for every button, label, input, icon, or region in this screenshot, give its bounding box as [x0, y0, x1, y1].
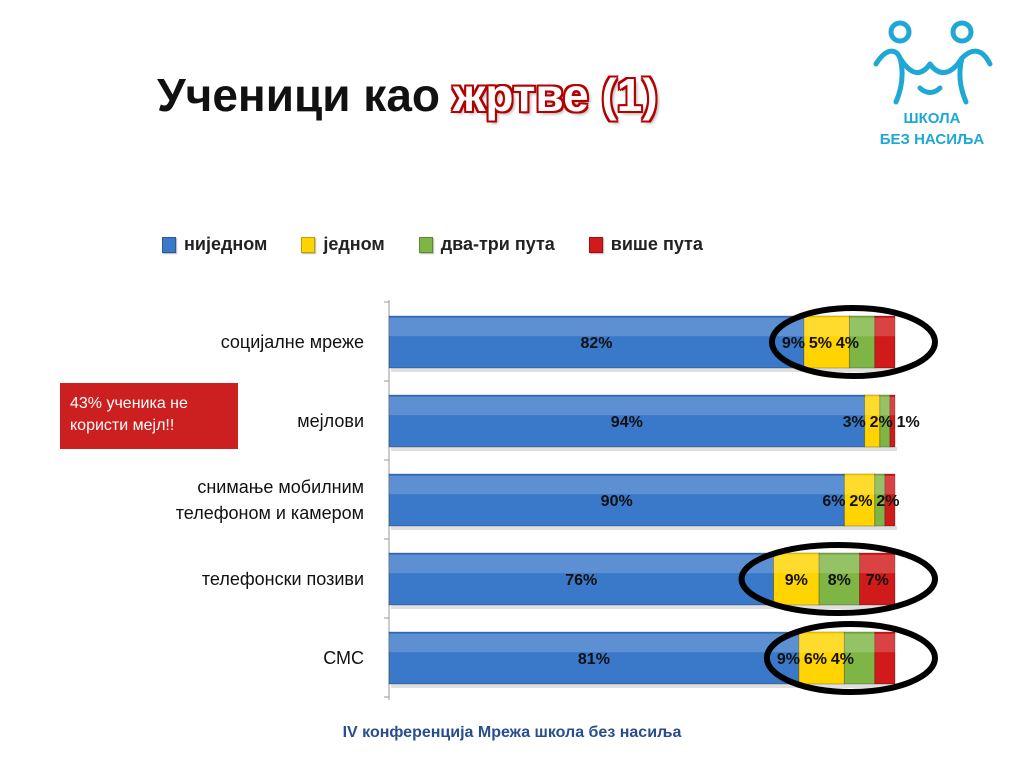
bar-segment — [818, 552, 861, 606]
data-label: 82% — [580, 335, 612, 352]
data-label: 81% — [578, 651, 610, 668]
data-label: 7% — [866, 572, 889, 589]
bar-shadow — [391, 368, 897, 372]
bar-segment — [874, 631, 896, 685]
data-label: 9% — [782, 335, 805, 352]
data-label: 9% — [785, 572, 808, 589]
bar-segment — [884, 473, 896, 527]
bar-shadow — [391, 684, 897, 688]
bar-gloss — [389, 476, 895, 495]
data-label: 4% — [831, 651, 854, 668]
legend-item: два-три пута — [418, 234, 555, 255]
data-label: 3% — [843, 414, 866, 431]
data-label: 9% — [777, 651, 800, 668]
data-label: 1% — [897, 414, 920, 431]
bar-gloss — [389, 555, 895, 574]
bar-segment — [874, 315, 896, 369]
category-label: социјалне мреже — [221, 329, 364, 355]
children-figures-icon — [873, 20, 993, 105]
logo-text-line1: ШКОЛА — [903, 110, 961, 127]
bar-shadow — [391, 605, 897, 609]
bar-segment — [803, 315, 850, 369]
bar-segment — [848, 315, 876, 369]
category-label: СМС — [323, 645, 364, 671]
footer-text: IV конференција Мрежа школа без насиља — [342, 724, 682, 741]
title-prefix: Ученици као — [157, 69, 453, 121]
chart-legend: ниједном једном два-три пута више пута — [162, 234, 737, 255]
legend-swatch — [418, 236, 433, 253]
legend-label: више пута — [610, 234, 703, 254]
data-label: 90% — [601, 493, 633, 510]
category-label-line: мејлови — [297, 411, 364, 431]
data-label: 2% — [870, 414, 893, 431]
bar-shadow — [391, 526, 897, 530]
bar-segment — [388, 315, 805, 369]
category-label: телефонски позиви — [202, 566, 364, 592]
data-label: 6% — [822, 493, 845, 510]
school-logo: ШКОЛА БЕЗ НАСИЉА — [862, 18, 1002, 158]
highlight-ellipse — [763, 621, 938, 695]
legend-item: једном — [301, 234, 385, 255]
title-accent: жртве (1) — [452, 69, 658, 121]
highlight-ellipse — [738, 542, 939, 616]
category-label-line: снимање мобилним — [197, 477, 364, 497]
legend-swatch — [301, 236, 316, 253]
bar-segment — [843, 631, 876, 685]
bar-shadow — [391, 447, 897, 451]
category-label-line: телефонски позиви — [201, 569, 364, 589]
bar-segment — [773, 552, 820, 606]
bar-segment — [388, 552, 775, 606]
bar-gloss — [389, 397, 895, 416]
legend-item: ниједном — [162, 234, 267, 255]
highlight-ellipse — [768, 305, 939, 379]
legend-label: једном — [323, 234, 385, 254]
slide-title: Ученици као жртве (1) — [157, 68, 658, 122]
bar-gloss — [389, 318, 895, 337]
data-label: 2% — [876, 493, 899, 510]
category-label-line: телефоном и камером — [175, 503, 364, 523]
logo-text-line2: БЕЗ НАСИЉА — [879, 131, 985, 148]
bar-segment — [859, 552, 896, 606]
bar-segment — [388, 394, 866, 448]
bar-segment — [388, 631, 800, 685]
data-label: 4% — [836, 335, 859, 352]
category-label: мејлови — [297, 408, 364, 434]
category-label-line: СМС — [323, 648, 364, 668]
legend-label: два-три пута — [440, 234, 555, 254]
bar-gloss — [389, 634, 895, 653]
data-label: 2% — [849, 493, 872, 510]
legend-swatch — [588, 236, 603, 253]
legend-item: више пута — [588, 234, 703, 255]
data-label: 76% — [565, 572, 597, 589]
data-label: 94% — [611, 414, 643, 431]
data-label: 5% — [809, 335, 832, 352]
category-label-line: социјалне мреже — [220, 332, 364, 352]
bar-segment — [889, 394, 896, 448]
data-label: 8% — [828, 572, 851, 589]
legend-label: ниједном — [184, 234, 268, 254]
data-label: 6% — [804, 651, 827, 668]
legend-swatch — [162, 236, 176, 253]
bar-segment — [798, 631, 845, 685]
note-callout: 43% ученика не користи мејл!! — [60, 383, 238, 449]
category-label: снимање мобилним телефоном и камером — [176, 474, 364, 526]
